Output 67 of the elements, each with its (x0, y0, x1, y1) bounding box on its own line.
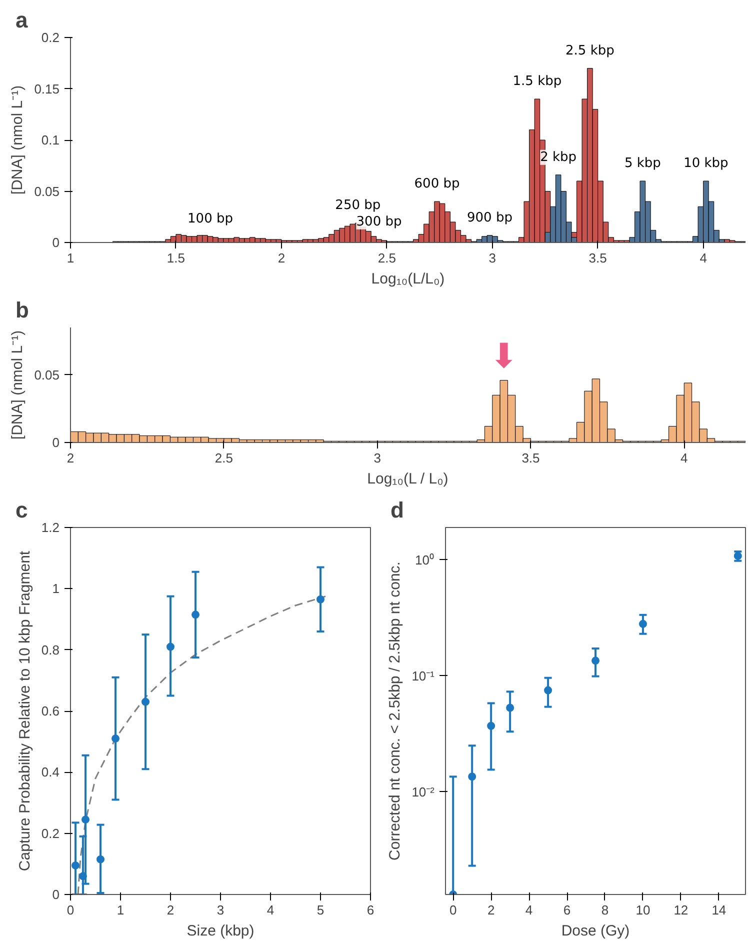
x-axis-title: Log₁₀(L / L₀) (367, 470, 448, 488)
y-tick-label: 0 (52, 235, 60, 250)
annotation: 5 kbp (624, 156, 661, 171)
chart-title: a (16, 8, 28, 32)
x-tick-label: 2.5 (378, 250, 396, 266)
y-tick-label: 0.05 (34, 367, 60, 382)
x-axis-title: Size (kbp) (186, 922, 254, 940)
x-tick-label: 0 (449, 902, 457, 918)
x-tick-label: 1 (116, 902, 124, 918)
y-axis-title: Capture Probability Relative to 10 kbp Fragment (16, 550, 34, 872)
x-tick-label: 3.5 (522, 450, 540, 466)
x-axis-title: Log₁₀(L/L₀) (371, 270, 445, 288)
x-tick-label: 1 (66, 250, 74, 266)
y-tick-label: 0.6 (41, 704, 60, 718)
x-tick-label: 6 (366, 902, 374, 918)
annotation: ⬇ (490, 336, 518, 376)
x-tick-label: 10 (636, 902, 650, 918)
x-tick-label: 1.5 (166, 250, 186, 266)
x-tick-label: 3 (374, 450, 381, 466)
x-tick-label: 4 (266, 902, 274, 918)
annotation: 100 bp (188, 211, 233, 226)
y-tick-label: 0.1 (41, 132, 60, 148)
x-tick-label: 2 (487, 902, 495, 918)
x-tick-label: 3 (216, 902, 224, 918)
chart-title: c (16, 498, 28, 522)
x-tick-label: 8 (601, 902, 609, 918)
annotation: 10 kbp (684, 156, 728, 171)
y-axis-title: Corrected nt conc. < 2.5kbp / 2.5kbp nt conc. (386, 562, 404, 860)
y-tick-label: 10⁰ (415, 552, 435, 568)
x-tick-label: 2.5 (214, 450, 233, 466)
y-tick-label: 0.2 (41, 30, 60, 45)
y-tick-label: 0 (52, 435, 60, 450)
x-tick-label: 6 (563, 902, 571, 918)
y-tick-label: 10⁻¹ (412, 668, 436, 684)
y-tick-label: 0.4 (41, 764, 60, 780)
x-axis-title: Dose (Gy) (561, 922, 630, 940)
y-tick-label: 10⁻² (412, 784, 436, 800)
x-tick-label: 4 (680, 450, 688, 466)
y-tick-label: 0 (52, 887, 60, 902)
annotation: 250 bp (335, 198, 381, 214)
x-tick-label: 3.5 (588, 250, 607, 266)
y-axis-title: [DNA] (nmol L⁻¹) (9, 85, 26, 195)
x-tick-label: 14 (712, 902, 726, 918)
y-tick-label: 1 (52, 581, 60, 596)
x-tick-label: 2 (66, 450, 74, 466)
annotation: 1.5 kbp (512, 74, 562, 89)
y-tick-label: 1.2 (41, 520, 60, 535)
chart-title: b (16, 298, 29, 322)
x-tick-label: 2 (166, 902, 174, 918)
y-axis-title: [DNA] (nmol L⁻¹) (9, 330, 26, 440)
annotation: 2 kbp (540, 150, 577, 165)
y-tick-label: 0.05 (34, 184, 60, 199)
x-tick-label: 4 (525, 902, 533, 918)
y-tick-label: 0.15 (34, 81, 60, 96)
x-tick-label: 2 (278, 250, 286, 266)
x-tick-label: 12 (674, 902, 688, 918)
x-tick-label: 4 (700, 250, 707, 266)
x-tick-label: 3 (488, 250, 496, 266)
y-tick-label: 0.8 (41, 642, 60, 658)
annotation: 2.5 kbp (566, 43, 614, 58)
x-tick-label: 0 (66, 902, 74, 918)
annotation: 600 bp (414, 176, 460, 192)
annotation: 900 bp (467, 210, 512, 226)
y-tick-label: 0.2 (41, 826, 60, 841)
chart-title: d (390, 498, 404, 522)
x-tick-label: 5 (316, 902, 324, 918)
annotation: 300 bp (356, 214, 402, 230)
